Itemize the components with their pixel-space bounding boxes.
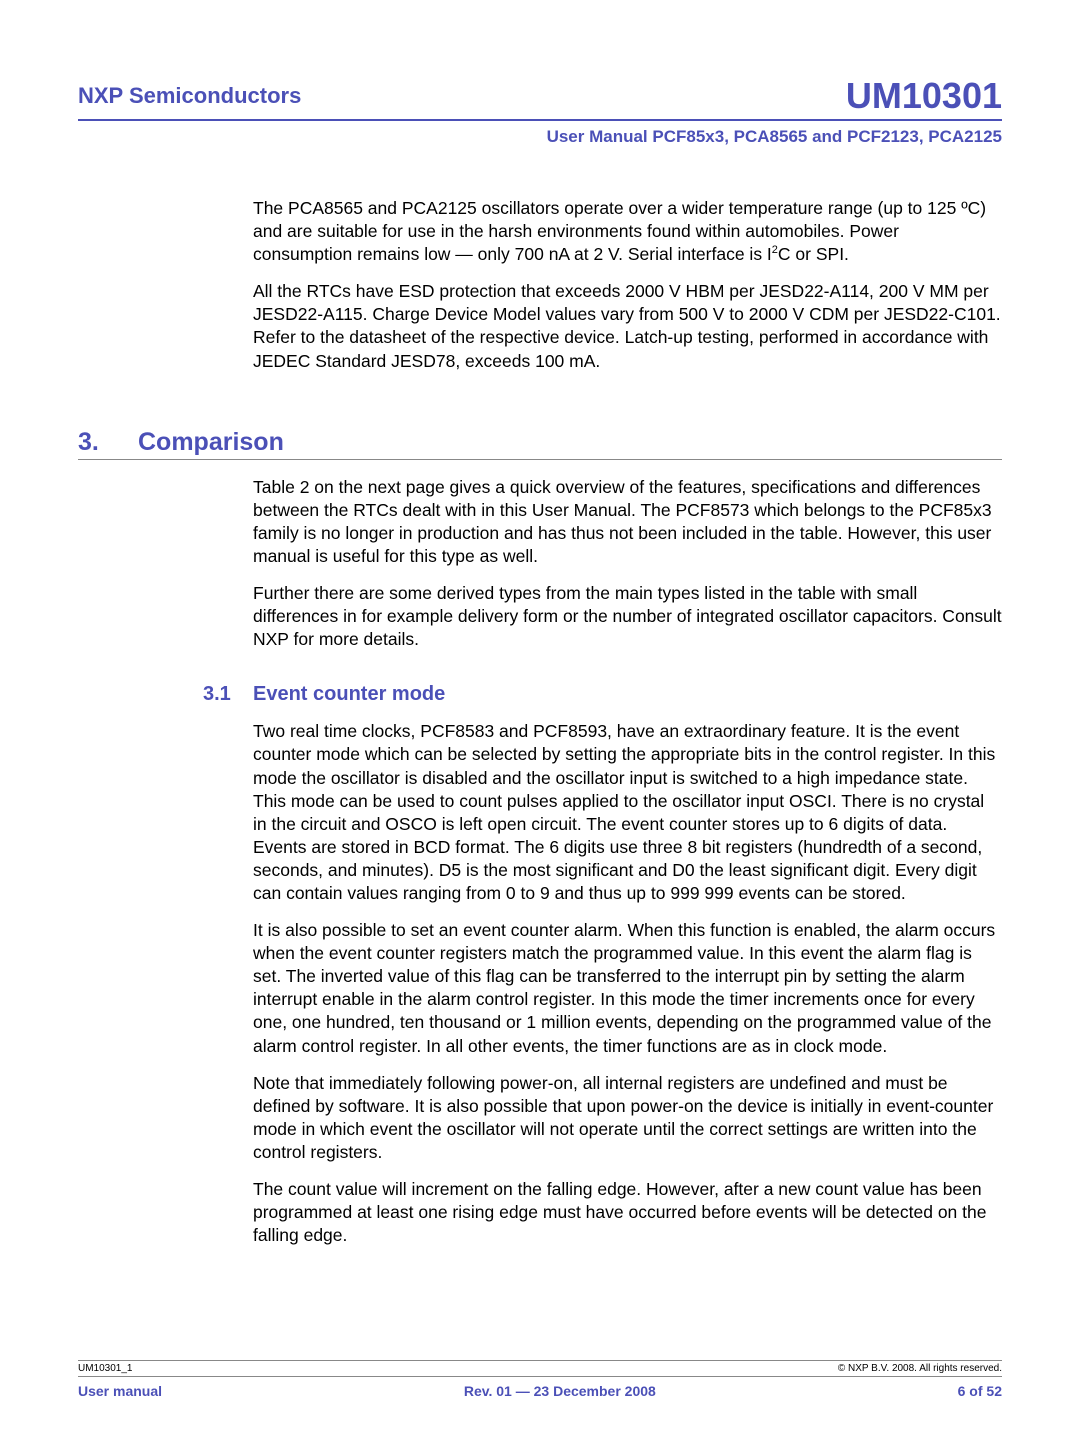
intro-p1-tail: C or SPI. [778, 244, 849, 264]
sec31-p1: Two real time clocks, PCF8583 and PCF859… [253, 720, 1002, 905]
footer-nav-row: User manual Rev. 01 — 23 December 2008 6… [78, 1377, 1002, 1399]
intro-p1-text: The PCA8565 and PCA2125 oscillators oper… [253, 198, 986, 264]
intro-p1: The PCA8565 and PCA2125 oscillators oper… [253, 197, 1002, 266]
footer-meta-row: UM10301_1 © NXP B.V. 2008. All rights re… [78, 1360, 1002, 1377]
doc-code: UM10301 [846, 75, 1002, 117]
section-3-1-title: Event counter mode [253, 683, 445, 706]
footer-copyright: © NXP B.V. 2008. All rights reserved. [838, 1363, 1002, 1374]
sec31-p3: Note that immediately following power-on… [253, 1072, 1002, 1164]
page-header: NXP Semiconductors UM10301 [78, 75, 1002, 121]
section-3-num: 3. [78, 428, 138, 457]
footer-doc-code: UM10301_1 [78, 1363, 132, 1374]
section-3-1-heading: 3.1 Event counter mode [203, 683, 1002, 706]
footer-left: User manual [78, 1383, 162, 1399]
sec31-p2: It is also possible to set an event coun… [253, 919, 1002, 1058]
doc-subtitle: User Manual PCF85x3, PCA8565 and PCF2123… [78, 127, 1002, 147]
sec31-p4: The count value will increment on the fa… [253, 1178, 1002, 1247]
footer-right: 6 of 52 [958, 1383, 1002, 1399]
sec3-p1: Table 2 on the next page gives a quick o… [253, 476, 1002, 568]
section-3-heading: 3. Comparison [78, 428, 1002, 460]
section-3-1-num: 3.1 [203, 683, 253, 706]
company-name: NXP Semiconductors [78, 83, 301, 117]
intro-p2: All the RTCs have ESD protection that ex… [253, 280, 1002, 372]
footer-center: Rev. 01 — 23 December 2008 [464, 1383, 656, 1399]
section-3-title: Comparison [138, 428, 284, 457]
sec3-p2: Further there are some derived types fro… [253, 582, 1002, 651]
page-footer: UM10301_1 © NXP B.V. 2008. All rights re… [78, 1360, 1002, 1399]
